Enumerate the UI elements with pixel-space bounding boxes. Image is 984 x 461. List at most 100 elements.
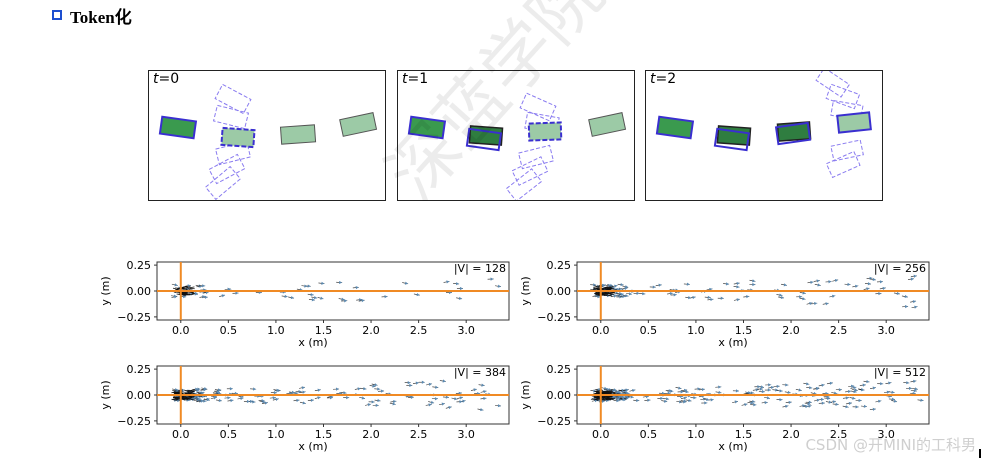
token-arrow-head	[240, 396, 244, 401]
x-tick-label: 1.0	[267, 324, 285, 337]
token-arrow-head	[273, 391, 277, 395]
token-arrow-head	[665, 397, 670, 401]
token-arrow-head	[235, 291, 239, 295]
token-arrow-head	[298, 390, 302, 394]
token-arrow-head	[788, 400, 792, 405]
token-arrow-head	[409, 383, 413, 387]
token-arrow-head	[202, 284, 206, 288]
token-arrow-head	[407, 381, 411, 385]
token-arrow-head	[805, 404, 809, 409]
token-arrow-head	[896, 291, 900, 296]
token-arrow-head	[686, 282, 690, 286]
x-tick-label: 2.0	[362, 324, 380, 337]
token-arrow-head	[866, 287, 870, 291]
y-tick-label: 0.25	[547, 363, 572, 376]
cluster-arrow	[593, 286, 599, 288]
token-arrow-head	[459, 286, 463, 291]
token-arrow-head	[603, 386, 608, 390]
token-arrow-head	[913, 389, 917, 393]
token-arrow-head	[321, 281, 325, 285]
x-tick-label: 2.5	[830, 428, 848, 441]
token-arrow-head	[636, 398, 640, 403]
token-arrow-head	[392, 402, 396, 406]
token-arrow-head	[914, 305, 918, 309]
token-arrow-head	[346, 396, 350, 400]
token-arrow-head	[821, 383, 825, 387]
token-arrow-head	[181, 388, 185, 392]
token-arrow-head	[704, 401, 708, 405]
token-arrow-head	[891, 390, 895, 394]
token-arrow-head	[609, 283, 614, 287]
token-arrow-head	[817, 283, 821, 287]
token-arrow-head	[430, 400, 435, 404]
cluster-arrow	[593, 398, 599, 401]
ego-token-t1	[713, 127, 751, 152]
token-arrow-head	[481, 383, 485, 387]
token-arrow-head	[602, 283, 606, 287]
vocab-size-label: |V| = 128	[454, 262, 506, 275]
cluster-arrow	[606, 294, 612, 297]
x-tick-label: 1.0	[267, 428, 285, 441]
token-arrow-head	[744, 403, 748, 407]
token-arrow-head	[393, 400, 397, 404]
x-tick-label: 0.0	[592, 324, 610, 337]
token-arrow-head	[879, 280, 883, 284]
token-arrow-head	[697, 387, 701, 391]
token-arrow-head	[764, 401, 768, 405]
token-arrow-head	[613, 388, 617, 392]
vocab-plot-256: 0.0 0.5 1.0 1.5 2.0 2.5 3.0 0.25 0.00 −0.25 x (m) y…	[519, 259, 930, 349]
token-arrow-head	[760, 385, 764, 389]
token-arrow-head	[616, 399, 620, 403]
token-arrow-head	[275, 397, 279, 402]
token-arrow-head	[752, 399, 756, 404]
y-axis-label: y (m)	[519, 380, 532, 409]
token-arrow-head	[768, 383, 772, 387]
token-arrow-head	[630, 395, 634, 399]
cluster-arrow	[174, 397, 181, 400]
token-arrow-head	[785, 404, 789, 408]
token-arrow-head	[317, 388, 321, 392]
token-arrow-head	[798, 388, 802, 392]
token-arrow-head	[847, 282, 851, 286]
token-arrow-head	[834, 278, 839, 283]
x-tick-label: 3.0	[457, 428, 475, 441]
token-arrow-head	[746, 295, 750, 299]
cluster-arrow	[172, 398, 179, 401]
token-arrow-head	[302, 390, 306, 394]
token-arrow-head	[434, 397, 438, 401]
token-arrow-head	[608, 283, 612, 288]
token-arrows	[590, 274, 918, 309]
footer-credit: CSDN @开MINI的工科男	[805, 436, 976, 454]
token-arrow-head	[201, 391, 205, 395]
x-tick-label: 1.5	[735, 428, 753, 441]
token-arrow-head	[593, 283, 597, 287]
heading-text: Token化	[70, 7, 132, 27]
token-arrow-head	[229, 387, 233, 391]
token-arrow-head	[880, 382, 884, 386]
x-tick-label: 0.0	[592, 428, 610, 441]
token-arrow-head	[636, 291, 640, 295]
token-arrow-head	[920, 398, 924, 402]
panel-2-label: t=2	[650, 71, 677, 87]
token-arrow-head	[206, 397, 210, 401]
token-arrow-head	[374, 383, 378, 387]
token-arrow-head	[752, 279, 756, 283]
x-tick-label: 1.0	[687, 428, 705, 441]
token-arrow-head	[410, 395, 414, 399]
token-arrow-head	[847, 389, 852, 394]
token-arrow-head	[174, 283, 178, 287]
token-arrow-head	[828, 400, 832, 404]
token-arrow-head	[473, 388, 477, 392]
cluster-arrow	[594, 398, 600, 401]
token-arrow-head	[783, 283, 787, 287]
future-position-2	[339, 112, 378, 137]
token-arrow-head	[183, 295, 187, 299]
token-arrow-head	[735, 389, 739, 393]
token-arrow-head	[415, 381, 419, 385]
token-arrow-head	[618, 395, 622, 399]
token-arrow-head	[710, 398, 714, 402]
x-tick-label: 3.0	[877, 428, 895, 441]
token-arrow-head	[787, 390, 791, 394]
token-arrow-head	[445, 395, 449, 399]
token-arrow-head	[264, 401, 268, 405]
